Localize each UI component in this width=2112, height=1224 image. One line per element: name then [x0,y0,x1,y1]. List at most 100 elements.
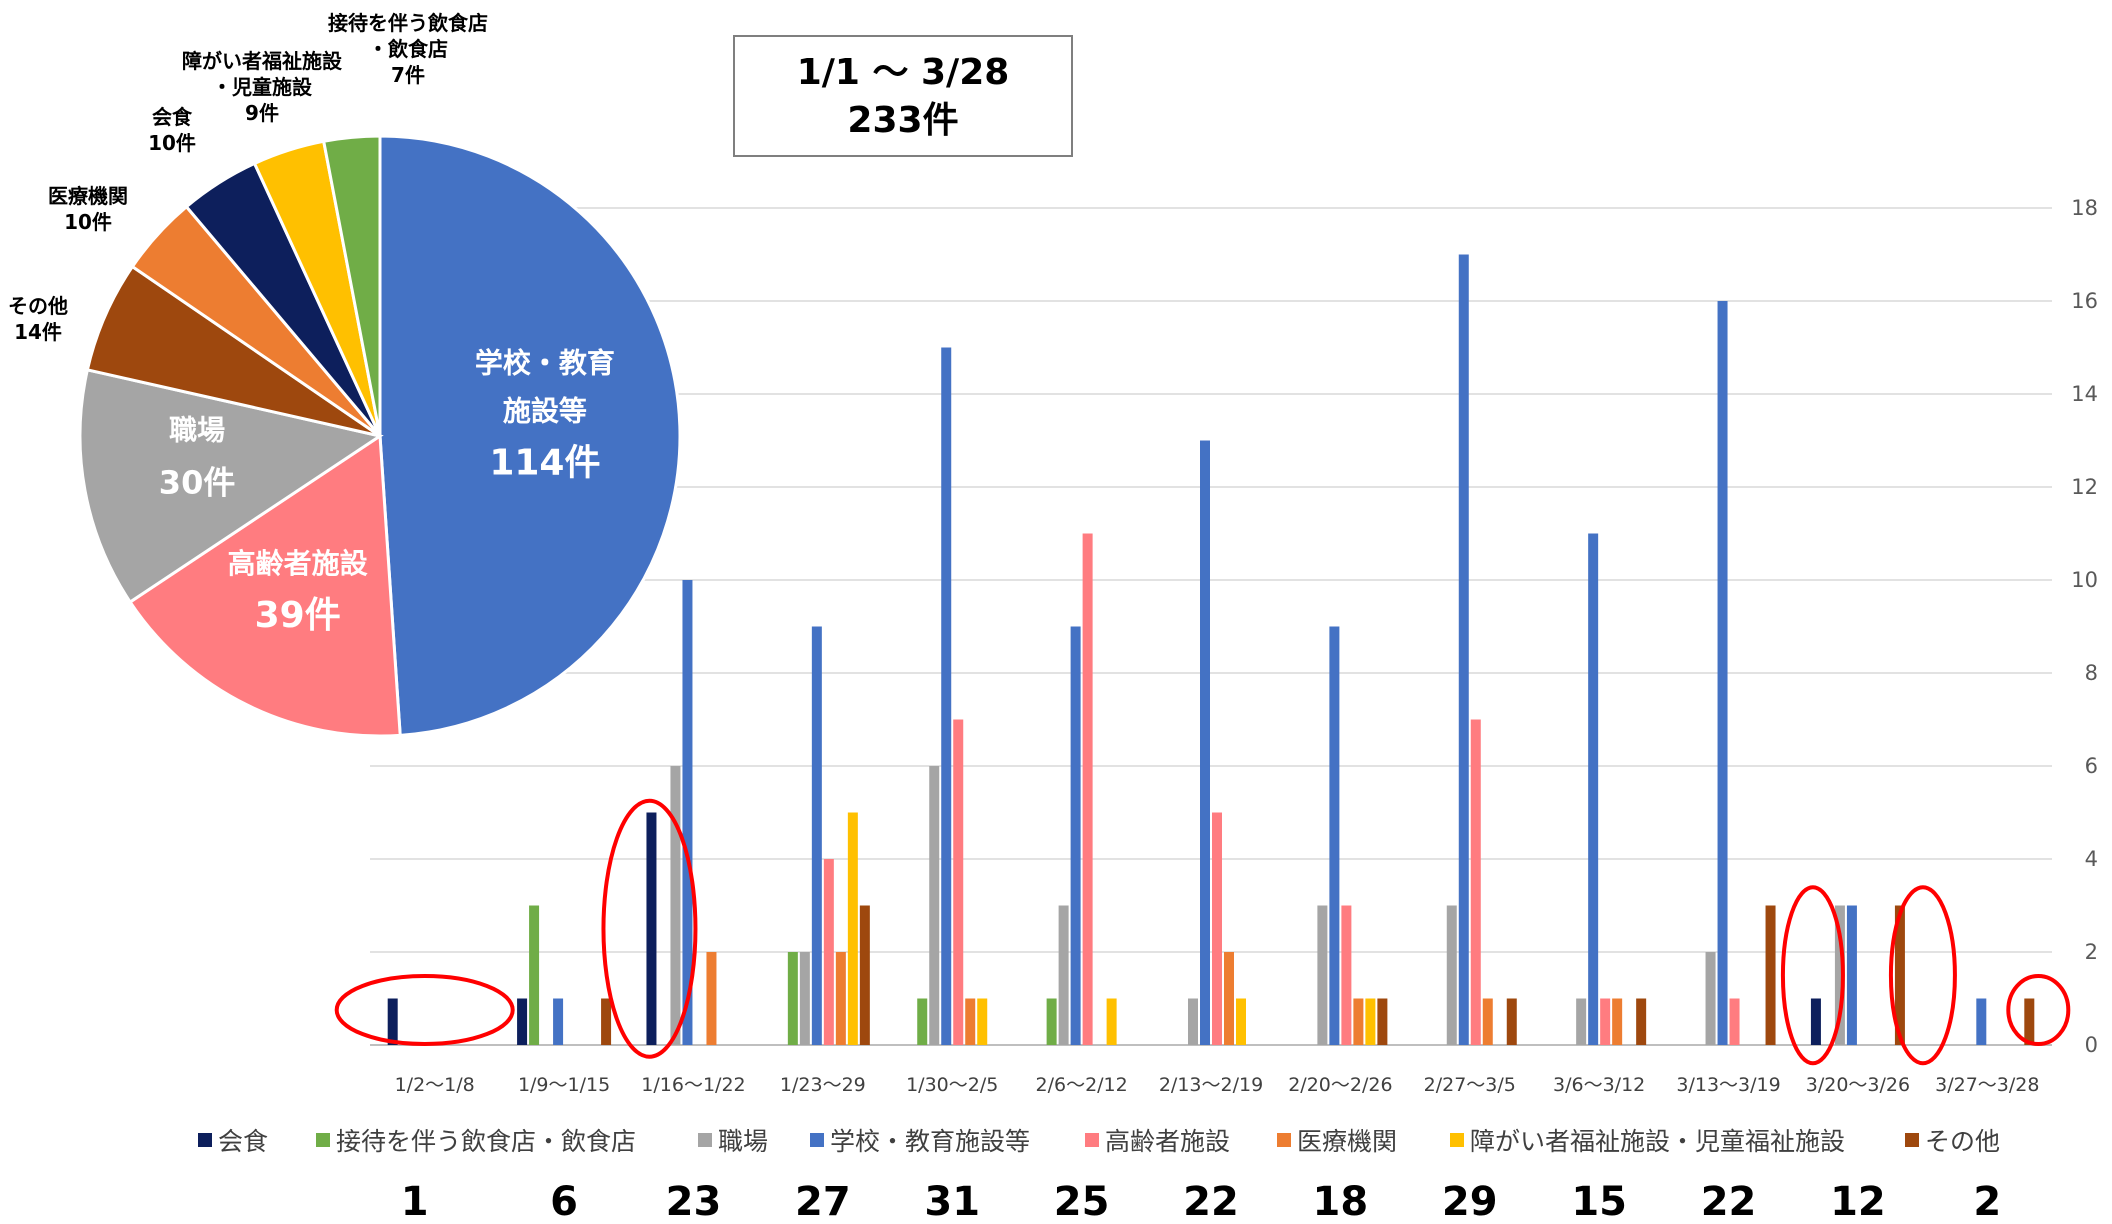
bar-5-10 [1600,998,1611,1045]
pie-outside-count: 7件 [391,63,425,87]
pie-outside-count: 14件 [14,320,62,344]
bar-chart-y-axis: 0 2 4 6 8 10 12 14 16 18 [2071,196,2098,1057]
bar-7-4 [847,812,858,1045]
pie-slice-label: 職場 [169,414,225,447]
bar-3-4 [799,952,810,1045]
legend-label: その他 [1925,1127,2000,1156]
legend-swatch [698,1133,712,1147]
bar-2-4 [787,952,798,1045]
y-tick-label: 4 [2085,847,2098,871]
summary-box: 1/1 ～ 3/28 233件 [733,35,1073,157]
bar-7-7 [1236,998,1246,1045]
highlight-circle [1780,885,1845,1066]
bar-chart-bars [387,254,2035,1045]
x-tick-label: 2/13～2/19 [1159,1074,1263,1096]
weekly-totals: 1 6 23 27 31 25 22 18 29 15 22 12 2 [401,1179,2001,1224]
x-tick-label: 1/9～1/15 [518,1074,610,1096]
bar-6-5 [965,998,976,1045]
pie-outside-count: 9件 [245,101,279,125]
pie-chart-labels: 学校・教育施設等114件高齢者施設39件職場30件その他14件医療機関10件会食… [8,11,615,636]
highlight-circle [1888,885,1957,1066]
summary-total: 233件 [847,100,958,141]
highlight-circle [334,974,515,1046]
pie-slice-count: 30件 [159,464,236,502]
bar-4-8 [1329,626,1340,1045]
weekly-total: 15 [1571,1179,1627,1224]
bar-6-9 [1482,998,1493,1045]
legend-swatch [810,1133,824,1147]
highlight-circle [2006,974,2071,1046]
pie-slice-3 [78,368,384,605]
pie-outside-label: 医療機関 [48,184,128,208]
bar-7-5 [977,998,988,1045]
x-tick-label: 3/27～3/28 [1935,1074,2039,1096]
legend-swatch [1277,1133,1291,1147]
bar-4-3 [682,580,693,1045]
legend-label: 学校・教育施設等 [830,1127,1030,1156]
bar-1-1 [387,998,398,1045]
x-tick-label: 2/20～2/26 [1288,1074,1392,1096]
bar-3-7 [1188,998,1198,1045]
pie-outside-count: 10件 [148,131,196,155]
x-tick-label: 3/20～3/26 [1806,1074,1910,1096]
bar-1-12 [1810,998,1821,1045]
weekly-total: 12 [1830,1179,1886,1224]
pie-chart [78,134,682,738]
bar-7-8 [1365,998,1376,1045]
bar-6-4 [835,952,846,1045]
weekly-total: 2 [1973,1179,2001,1224]
bar-5-4 [823,859,834,1045]
pie-slice-1 [378,134,682,737]
bar-8-11 [1765,905,1776,1045]
bar-4-2 [553,998,564,1045]
weekly-total: 6 [550,1179,578,1224]
legend-label: 接待を伴う飲食店・飲食店 [336,1127,636,1156]
x-tick-label: 1/23～29 [780,1074,866,1096]
bar-2-6 [1046,998,1057,1045]
pie-outside-label: 障がい者福祉施設 [182,49,343,73]
bar-3-12 [1834,905,1845,1045]
x-tick-label: 1/2～1/8 [395,1074,475,1096]
legend-swatch [1905,1133,1919,1147]
bar-4-7 [1200,440,1210,1045]
weekly-total: 23 [666,1179,722,1224]
bar-1-2 [517,998,528,1045]
highlight-circle [601,798,698,1059]
bar-3-6 [1058,905,1069,1045]
bar-1-3 [646,812,657,1045]
pie-slice-label: 学校・教育 [475,346,615,379]
bar-2-5 [917,998,928,1045]
legend-label: 会食 [218,1127,268,1156]
weekly-total: 1 [401,1179,429,1224]
bar-4-13 [1976,998,1987,1045]
x-tick-label: 2/27～3/5 [1424,1074,1516,1096]
bar-6-8 [1353,998,1364,1045]
bar-3-3 [670,766,681,1045]
bar-5-11 [1729,998,1740,1045]
bar-chart-x-axis: 1/2～1/8 1/9～1/15 1/16～1/22 1/23～29 1/30～2/5 2… [395,1074,2040,1096]
bar-6-7 [1224,952,1234,1045]
weekly-total: 22 [1183,1179,1239,1224]
pie-slice-count: 114件 [489,442,600,483]
pie-slice-8 [321,134,382,437]
pie-outside-label: その他 [8,294,68,318]
pie-outside-label: 会食 [152,105,193,129]
bar-3-8 [1317,905,1328,1045]
bar-8-8 [1377,998,1388,1045]
x-tick-label: 1/16～1/22 [641,1074,745,1096]
bar-8-12 [1894,905,1905,1045]
bar-5-7 [1212,812,1222,1045]
y-tick-label: 2 [2085,940,2098,964]
pie-outside-label: ・飲食店 [368,37,448,61]
bar-5-8 [1341,905,1352,1045]
x-tick-label: 3/13～3/19 [1676,1074,1780,1096]
pie-slice-label: 施設等 [503,394,587,427]
pie-slice-2 [128,433,402,738]
bar-4-11 [1717,301,1728,1045]
x-tick-label: 3/6～3/12 [1553,1074,1645,1096]
bar-5-9 [1470,719,1481,1045]
bar-8-4 [859,905,870,1045]
bar-8-2 [601,998,612,1045]
bar-8-13 [2024,998,2035,1045]
